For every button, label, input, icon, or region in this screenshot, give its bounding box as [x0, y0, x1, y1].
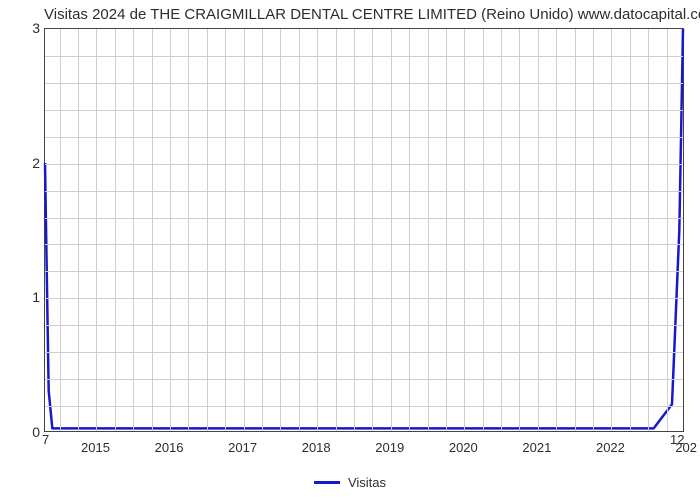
gridline-v-minor — [519, 29, 520, 431]
y-tick-label: 3 — [6, 20, 40, 36]
gridline-v — [611, 29, 612, 431]
legend-label: Visitas — [348, 475, 386, 490]
gridline-v — [464, 29, 465, 431]
gridline-v — [170, 29, 171, 431]
gridline-h-minor — [45, 271, 683, 272]
y-tick-label: 2 — [6, 155, 40, 171]
x-tick-label: 2021 — [522, 440, 551, 455]
gridline-v — [317, 29, 318, 431]
legend: Visitas — [0, 474, 700, 490]
gridline-v — [538, 29, 539, 431]
gridline-h-minor — [45, 218, 683, 219]
y-tick-label: 0 — [6, 424, 40, 440]
gridline-h-minor — [45, 406, 683, 407]
gridline-v-minor — [115, 29, 116, 431]
gridline-v-minor — [225, 29, 226, 431]
gridline-v-minor — [262, 29, 263, 431]
gridline-h-minor — [45, 137, 683, 138]
gridline-v-minor — [556, 29, 557, 431]
gridline-v-minor — [60, 29, 61, 431]
plot-area — [44, 28, 684, 432]
gridline-v-minor — [372, 29, 373, 431]
gridline-h-minor — [45, 83, 683, 84]
line-series — [45, 29, 683, 431]
gridline-h-minor — [45, 325, 683, 326]
corner-bottom-left: 7 — [42, 432, 49, 447]
gridline-v-minor — [188, 29, 189, 431]
gridline-v-minor — [667, 29, 668, 431]
gridline-v-minor — [501, 29, 502, 431]
gridline-v-minor — [409, 29, 410, 431]
gridline-v-minor — [575, 29, 576, 431]
gridline-v-minor — [133, 29, 134, 431]
gridline-v-minor — [446, 29, 447, 431]
gridline-v-minor — [354, 29, 355, 431]
gridline-h-minor — [45, 244, 683, 245]
x-tick-label: 2019 — [375, 440, 404, 455]
gridline-h-minor — [45, 352, 683, 353]
gridline-v — [391, 29, 392, 431]
x-tick-label: 2015 — [81, 440, 110, 455]
gridline-v-minor — [207, 29, 208, 431]
x-tick-label: 2018 — [302, 440, 331, 455]
x-tick-label: 2022 — [596, 440, 625, 455]
gridline-v-minor — [630, 29, 631, 431]
chart-title: Visitas 2024 de THE CRAIGMILLAR DENTAL C… — [44, 6, 700, 23]
gridline-v — [96, 29, 97, 431]
gridline-h — [45, 298, 683, 299]
gridline-h-minor — [45, 191, 683, 192]
corner-bottom-right: 12 — [670, 432, 684, 447]
gridline-v-minor — [299, 29, 300, 431]
gridline-v-minor — [483, 29, 484, 431]
gridline-v-minor — [648, 29, 649, 431]
gridline-v-minor — [593, 29, 594, 431]
gridline-h-minor — [45, 56, 683, 57]
x-tick-label: 2017 — [228, 440, 257, 455]
series-line — [45, 29, 683, 428]
gridline-v-minor — [428, 29, 429, 431]
gridline-v-minor — [336, 29, 337, 431]
legend-swatch — [314, 481, 340, 484]
gridline-v — [244, 29, 245, 431]
gridline-h-minor — [45, 379, 683, 380]
gridline-v-minor — [78, 29, 79, 431]
gridline-h — [45, 164, 683, 165]
gridline-v-minor — [152, 29, 153, 431]
gridline-h-minor — [45, 110, 683, 111]
gridline-v-minor — [280, 29, 281, 431]
y-tick-label: 1 — [6, 289, 40, 305]
x-tick-label: 2020 — [449, 440, 478, 455]
x-tick-label: 2016 — [155, 440, 184, 455]
